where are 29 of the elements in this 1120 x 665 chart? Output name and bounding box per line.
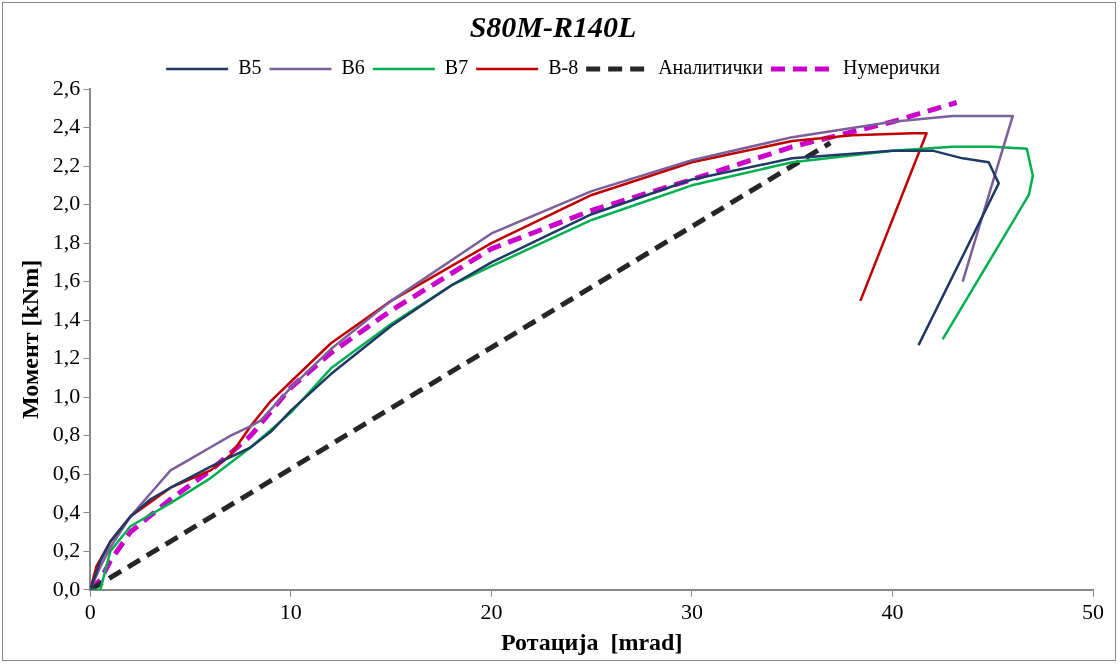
y-axis-title: Момент [kNm]	[16, 259, 43, 419]
chart-title: S80M-R140L	[469, 9, 637, 43]
y-tick-label: 0,6	[52, 460, 81, 486]
y-tick-label: 2,6	[52, 74, 81, 100]
y-tick-label: 0,0	[52, 575, 81, 601]
x-axis-title: Ротација [mrad]	[500, 628, 683, 655]
y-tick-label: 1,2	[52, 344, 81, 370]
legend-label: Нумерички	[842, 56, 941, 80]
y-tick-label: 0,4	[52, 498, 81, 524]
y-tick-label: 1,6	[52, 267, 81, 293]
x-tick-label: 40	[881, 598, 904, 624]
y-tick-label: 0,8	[52, 421, 81, 447]
x-tick-label: 50	[1082, 598, 1104, 624]
legend-label: B6	[341, 56, 365, 79]
legend-label: B7	[444, 56, 469, 79]
y-tick-label: 2,2	[52, 151, 81, 177]
x-tick-label: 0	[84, 598, 96, 624]
x-tick-label: 20	[480, 598, 503, 624]
legend-label: Аналитички	[658, 56, 764, 79]
y-tick-label: 2,0	[52, 190, 81, 216]
x-tick-label: 10	[279, 598, 302, 624]
y-tick-label: 1,0	[52, 382, 81, 408]
legend-label: B5	[238, 56, 262, 79]
legend-label: B-8	[548, 56, 579, 79]
y-tick-label: 2,4	[52, 113, 81, 139]
y-tick-label: 1,8	[52, 228, 81, 254]
y-tick-label: 1,4	[52, 305, 81, 331]
y-tick-label: 0,2	[52, 537, 81, 563]
x-tick-label: 30	[680, 598, 703, 624]
